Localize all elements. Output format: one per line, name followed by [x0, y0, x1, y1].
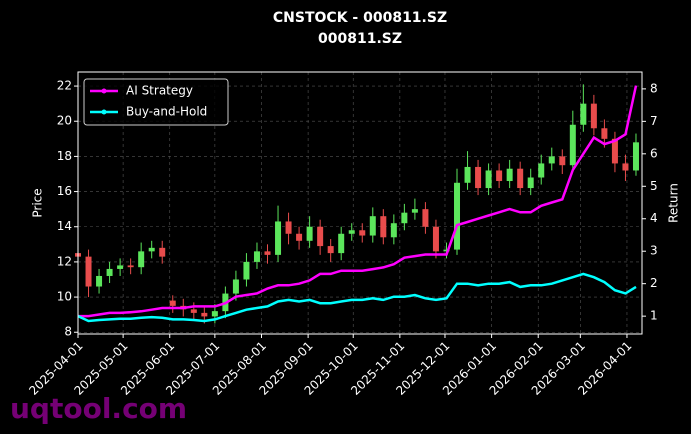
- candle-body: [622, 163, 629, 171]
- candle-body: [485, 170, 492, 189]
- candle-body: [211, 311, 218, 317]
- candle-body: [548, 156, 555, 164]
- candle-body: [369, 216, 376, 236]
- series-line: [78, 85, 638, 318]
- candle-body: [159, 247, 166, 257]
- y-tick-label: 20: [57, 114, 72, 128]
- candle-body: [85, 256, 92, 287]
- y2-tick-label: 1: [650, 309, 658, 323]
- candle-body: [243, 261, 250, 280]
- plot-frame: [77, 71, 643, 335]
- y-axis-label: Price: [31, 188, 45, 217]
- y2-tick-label: 8: [650, 81, 658, 95]
- watermark: uqtool.com: [10, 392, 187, 425]
- candle-body: [454, 182, 461, 250]
- y2-tick-label: 5: [650, 179, 658, 193]
- candle-body: [464, 166, 471, 183]
- candle-body: [411, 209, 418, 213]
- legend-label: Buy-and-Hold: [126, 105, 207, 119]
- candle-body: [96, 275, 103, 287]
- candle-body: [285, 221, 292, 234]
- candle-body: [527, 177, 534, 189]
- candle-body: [359, 230, 366, 236]
- candle-body: [296, 233, 303, 241]
- candle-body: [169, 300, 176, 306]
- y2-tick-label: 7: [650, 114, 658, 128]
- legend-marker: [101, 109, 107, 115]
- candle-body: [138, 251, 145, 268]
- candle-body: [432, 226, 439, 252]
- legend-box: [83, 78, 229, 126]
- y-tick-label: 14: [57, 219, 72, 233]
- legend-marker: [101, 88, 107, 94]
- candle-body: [327, 246, 334, 254]
- y-tick-label: 18: [57, 149, 72, 163]
- candle-body: [569, 124, 576, 166]
- y2-tick-label: 2: [650, 276, 658, 290]
- candle-body: [506, 168, 513, 182]
- y-tick-label: 22: [57, 79, 72, 93]
- candle-body: [517, 168, 524, 189]
- candle-body: [338, 233, 345, 254]
- y-tick-label: 10: [57, 290, 72, 304]
- candle-body: [611, 138, 618, 164]
- candle-body: [253, 251, 260, 262]
- candle-body: [127, 265, 134, 268]
- candle-body: [264, 251, 271, 255]
- candle-body: [422, 209, 429, 227]
- candle-body: [401, 212, 408, 224]
- chart-title: CNSTOCK - 000811.SZ: [273, 10, 447, 26]
- candle-body: [601, 128, 608, 139]
- candle-body: [148, 247, 155, 252]
- series-line: [77, 272, 637, 323]
- candle-body: [590, 103, 597, 129]
- candle-body: [275, 221, 282, 255]
- candle-body: [390, 223, 397, 238]
- candle-body: [117, 265, 124, 269]
- candle-body: [632, 142, 639, 171]
- legend-label: AI Strategy: [126, 84, 193, 98]
- candle-body: [538, 163, 545, 178]
- y2-tick-label: 6: [650, 146, 658, 160]
- candle-body: [201, 312, 208, 317]
- candle-body: [348, 230, 355, 234]
- y-tick-label: 12: [57, 254, 72, 268]
- y2-tick-label: 4: [650, 211, 658, 225]
- candle-body: [580, 103, 587, 125]
- candle-body: [106, 268, 113, 276]
- candle-body: [475, 166, 482, 189]
- candle-body: [559, 156, 566, 166]
- candle-body: [232, 279, 239, 294]
- candle-body: [317, 226, 324, 247]
- y-tick-label: 16: [57, 184, 72, 198]
- candle-body: [380, 216, 387, 238]
- candle-body: [443, 249, 450, 252]
- chart-subtitle: 000811.SZ: [318, 31, 402, 47]
- candle-body: [306, 226, 313, 241]
- y-tick-label: 8: [64, 325, 72, 339]
- candle-body: [190, 309, 197, 313]
- y2-axis-label: Return: [667, 183, 681, 223]
- candle-body: [496, 170, 503, 182]
- y2-tick-label: 3: [650, 244, 658, 258]
